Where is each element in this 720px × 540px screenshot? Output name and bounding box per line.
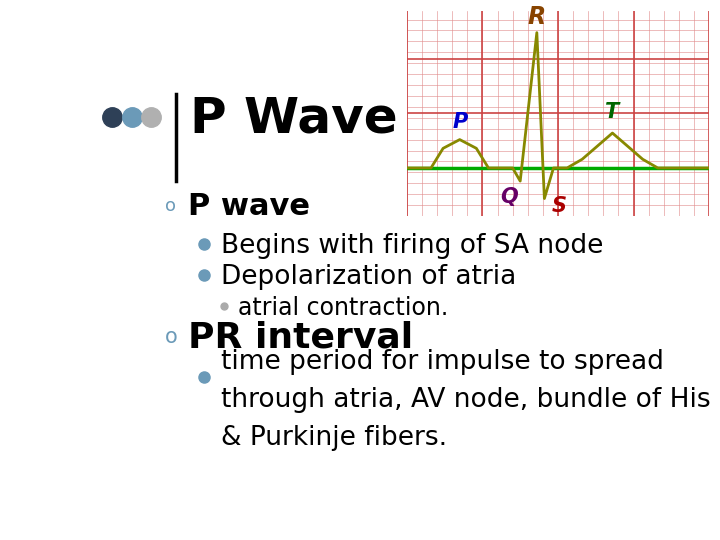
Text: P: P [452,112,467,132]
Text: S: S [552,195,567,215]
Text: Begins with firing of SA node: Begins with firing of SA node [221,233,603,259]
Text: atrial contraction.: atrial contraction. [238,296,448,320]
Text: P Wave: P Wave [190,95,398,143]
Text: o: o [166,197,176,215]
Text: R: R [528,5,546,29]
Text: Q: Q [500,187,518,207]
Text: P wave: P wave [188,192,310,221]
Text: o: o [165,327,177,347]
Text: PR interval: PR interval [188,320,413,354]
Text: time period for impulse to spread
through atria, AV node, bundle of His
& Purkin: time period for impulse to spread throug… [221,348,711,450]
Text: Depolarization of atria: Depolarization of atria [221,264,516,290]
Text: T: T [606,102,619,122]
